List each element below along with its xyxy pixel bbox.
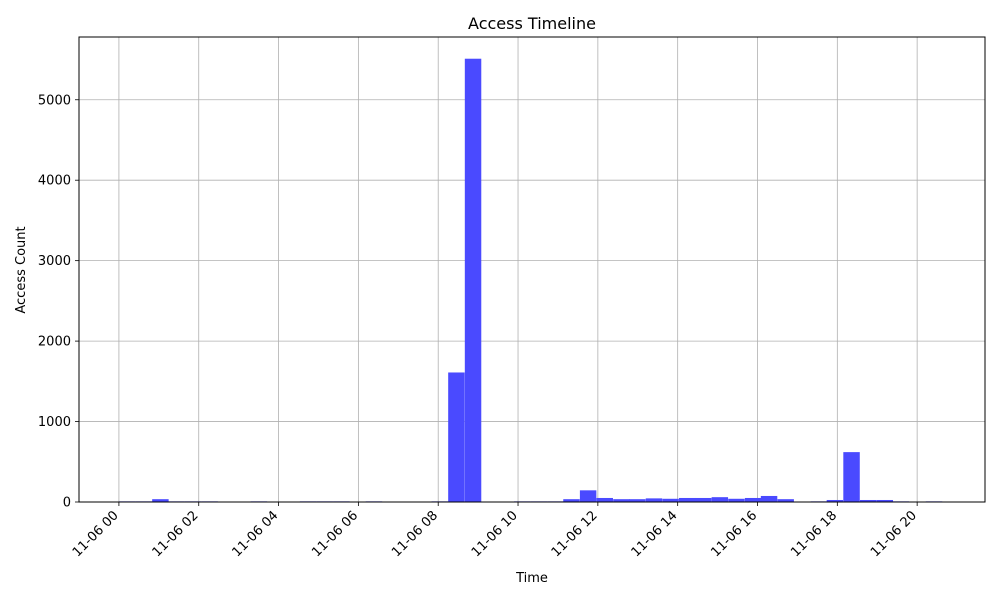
y-tick-label: 4000 xyxy=(38,174,71,189)
histogram-bar xyxy=(464,58,482,502)
histogram-bar xyxy=(645,498,663,502)
histogram-bar xyxy=(728,498,745,502)
histogram-bar xyxy=(448,372,465,502)
x-tick-label: 11-06 20 xyxy=(868,508,920,560)
y-tick-label: 5000 xyxy=(38,93,71,108)
histogram-bar xyxy=(744,497,762,502)
histogram-bar xyxy=(694,497,712,502)
x-tick-label: 11-06 04 xyxy=(229,508,281,560)
x-tick-label: 11-06 02 xyxy=(150,508,202,560)
histogram-bar xyxy=(679,497,696,502)
x-tick-label: 11-06 14 xyxy=(629,508,681,560)
histogram-bar xyxy=(152,499,169,502)
grid-lines xyxy=(79,37,985,503)
x-axis-label: Time xyxy=(515,571,548,586)
histogram-bar xyxy=(843,452,860,502)
x-tick-label: 11-06 16 xyxy=(708,508,760,560)
histogram-bar xyxy=(760,495,778,502)
histogram-bar xyxy=(876,499,894,502)
x-tick-label: 11-06 10 xyxy=(469,508,521,560)
y-tick-label: 1000 xyxy=(38,415,71,430)
y-axis-ticks: 0 1000 2000 3000 4000 5000 xyxy=(38,93,79,511)
x-tick-label: 11-06 08 xyxy=(389,508,441,560)
x-tick-label: 11-06 00 xyxy=(70,508,122,560)
x-tick-label: 11-06 18 xyxy=(788,508,840,560)
y-tick-label: 3000 xyxy=(38,254,71,269)
histogram-bar xyxy=(563,499,580,502)
histogram-bar xyxy=(826,499,844,502)
histogram-bar xyxy=(629,499,646,502)
histogram-bar xyxy=(579,490,597,502)
histogram-bar xyxy=(711,497,729,502)
histogram-bars xyxy=(118,58,943,502)
x-tick-label: 11-06 12 xyxy=(549,508,601,560)
histogram-bar xyxy=(777,499,794,502)
y-tick-label: 2000 xyxy=(38,335,71,350)
x-tick-label: 11-06 06 xyxy=(309,508,361,560)
plot-frame xyxy=(78,36,986,503)
y-tick-label: 0 xyxy=(63,496,71,511)
x-axis-ticks: 11-06 00 11-06 02 11-06 04 11-06 06 11-06 08… xyxy=(70,502,920,560)
histogram-bar xyxy=(596,497,613,502)
histogram-bar xyxy=(662,498,679,502)
chart-title: Access Timeline xyxy=(468,14,596,33)
histogram-bar xyxy=(859,499,877,502)
histogram-bar xyxy=(613,499,630,502)
y-axis-label: Access Count xyxy=(14,226,29,313)
